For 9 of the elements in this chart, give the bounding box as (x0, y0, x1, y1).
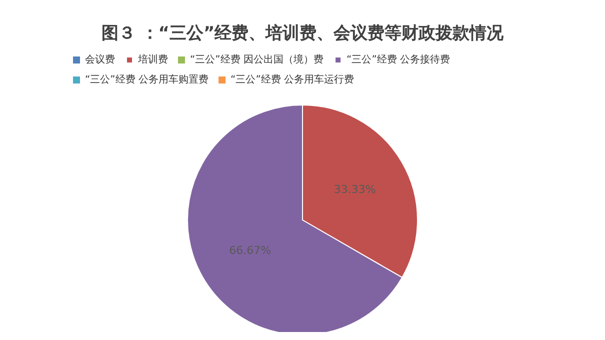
legend-label: “三公”经费 公务接待费 (346, 54, 450, 66)
legend-label: “三公”经费 公务用车运行费 (230, 74, 354, 86)
data-label: 66.67% (229, 244, 272, 257)
data-label: 33.33% (334, 183, 376, 196)
legend-label: 会议费 (85, 54, 115, 66)
legend-label: 培训费 (137, 54, 168, 66)
legend-label: “三公”经费 公务用车购置费 (85, 74, 209, 86)
legend-label: “三公”经费 因公出国（境）费 (190, 54, 324, 66)
chart-title: 图３ ：“三公”经费、培训费、会议费等财政拨款情况 (101, 24, 505, 44)
